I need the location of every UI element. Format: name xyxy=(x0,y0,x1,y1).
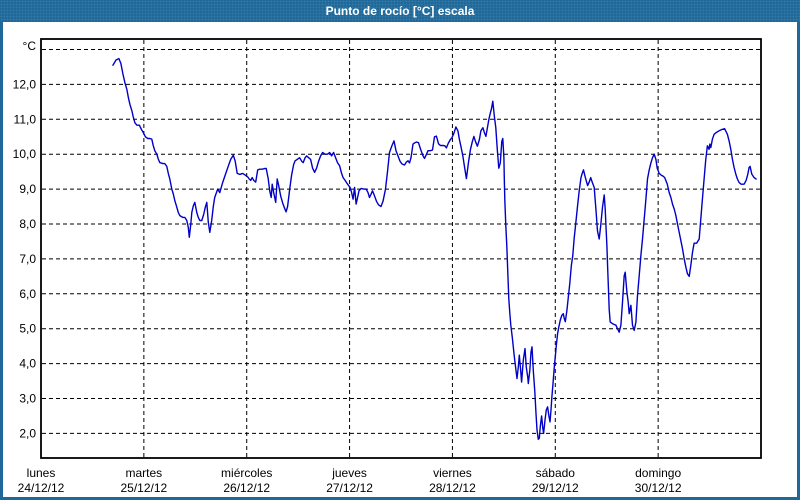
title-bar: Punto de rocío [°C] escala xyxy=(0,0,800,22)
y-tick-label: 11,0 xyxy=(14,112,37,126)
y-tick-label: 2,0 xyxy=(19,426,36,440)
dew-point-series-line xyxy=(112,57,757,440)
x-axis-day-label: domingo xyxy=(635,466,681,480)
y-tick-label: 9,0 xyxy=(19,182,36,196)
window-title: Punto de rocío [°C] escala xyxy=(325,4,475,18)
y-axis-unit-label: °C xyxy=(23,39,37,53)
y-tick-label: 6,0 xyxy=(19,287,36,301)
x-axis-day-label: miércoles xyxy=(221,466,272,480)
x-axis-date-label: 27/12/12 xyxy=(326,481,373,495)
x-axis-day-label: viernes xyxy=(433,466,472,480)
x-axis-date-label: 28/12/12 xyxy=(429,481,476,495)
y-tick-label: 4,0 xyxy=(19,357,36,371)
x-axis-date-label: 29/12/12 xyxy=(532,481,579,495)
x-axis-date-label: 26/12/12 xyxy=(223,481,270,495)
x-axis-day-label: sábado xyxy=(536,466,576,480)
plot-border xyxy=(40,38,762,459)
y-tick-label: 3,0 xyxy=(19,392,36,406)
y-tick-label: 5,0 xyxy=(19,322,36,336)
x-axis-day-label: jueves xyxy=(331,466,367,480)
y-tick-label: 10,0 xyxy=(13,147,37,161)
x-axis-date-label: 30/12/12 xyxy=(635,481,682,495)
x-axis-day-label: martes xyxy=(126,466,163,480)
y-tick-label: 7,0 xyxy=(19,252,36,266)
y-tick-label: 8,0 xyxy=(19,217,36,231)
x-axis-date-label: 25/12/12 xyxy=(120,481,167,495)
y-tick-label: 12,0 xyxy=(13,77,37,91)
x-axis-day-label: lunes xyxy=(27,466,56,480)
x-axis-date-label: 24/12/12 xyxy=(18,481,65,495)
